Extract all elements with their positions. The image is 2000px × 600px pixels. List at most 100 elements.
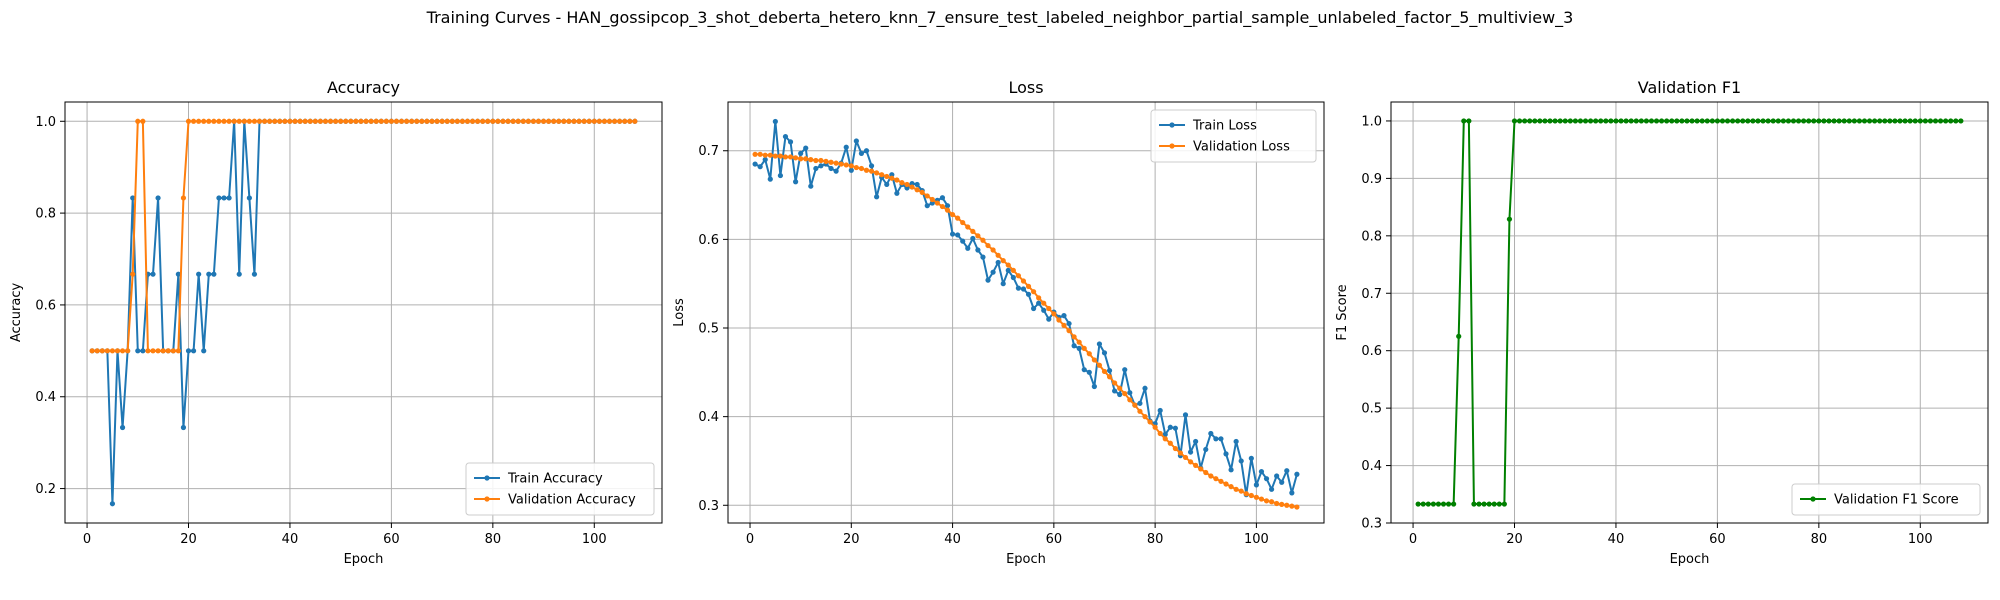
data-point <box>130 195 136 201</box>
data-point <box>155 195 161 201</box>
data-point <box>1030 289 1037 295</box>
data-point <box>853 138 859 144</box>
data-point <box>216 118 222 124</box>
data-point <box>833 160 839 166</box>
data-point <box>1953 118 1959 124</box>
legend: Validation F1 Score <box>1791 483 1981 516</box>
data-point <box>1826 118 1832 124</box>
x-axis-label: Epoch <box>344 552 384 567</box>
data-point <box>929 196 935 203</box>
x-tick-label: 100 <box>582 532 607 547</box>
data-point <box>1643 118 1649 124</box>
data-point <box>1516 118 1523 124</box>
data-point <box>231 118 237 124</box>
x-tick-label: 20 <box>180 532 197 547</box>
data-point <box>1243 491 1249 497</box>
y-axis-label: Accuracy <box>9 283 24 343</box>
legend-entry: Validation Loss <box>1193 140 1290 155</box>
data-point <box>246 195 252 201</box>
data-point <box>1010 274 1016 281</box>
data-point <box>1801 118 1807 124</box>
data-point <box>1061 313 1067 319</box>
data-point <box>1010 267 1016 273</box>
data-point <box>1122 390 1128 397</box>
series-markers <box>752 151 1300 510</box>
data-point <box>1258 496 1265 502</box>
data-point <box>970 228 976 235</box>
series-markers <box>89 118 638 507</box>
data-point <box>282 118 288 124</box>
data-point <box>1091 383 1097 390</box>
data-point <box>975 233 981 239</box>
data-point <box>1664 118 1670 124</box>
data-point <box>803 156 809 162</box>
data-point <box>1816 118 1822 124</box>
data-point <box>1679 118 1685 124</box>
data-point <box>287 118 293 124</box>
data-point <box>632 118 638 124</box>
data-point <box>165 348 171 354</box>
data-point <box>1015 285 1022 291</box>
y-tick-label: 0.3 <box>698 499 719 514</box>
data-point <box>424 118 430 124</box>
data-point <box>1542 118 1548 124</box>
data-point <box>1694 118 1700 124</box>
data-point <box>1182 412 1189 418</box>
data-point <box>1846 118 1852 124</box>
data-point <box>216 195 222 201</box>
data-point <box>1613 118 1619 124</box>
data-point <box>1491 501 1497 507</box>
data-point <box>1106 367 1113 374</box>
data-point <box>1167 440 1173 446</box>
data-point <box>1547 118 1553 124</box>
data-point <box>99 348 105 354</box>
x-tick-label: 100 <box>1244 532 1269 547</box>
data-point <box>1770 118 1776 124</box>
data-point <box>348 118 354 124</box>
data-point <box>1882 118 1888 124</box>
data-point <box>1902 118 1908 124</box>
data-point <box>556 118 562 124</box>
data-point <box>459 118 466 124</box>
data-point <box>1618 118 1624 124</box>
data-point <box>1157 430 1163 437</box>
data-point <box>1203 446 1209 453</box>
data-point <box>211 118 217 124</box>
data-point <box>995 252 1001 258</box>
data-point <box>1228 484 1234 490</box>
data-point <box>1760 118 1766 124</box>
data-point <box>221 195 227 201</box>
data-point <box>1755 118 1761 124</box>
data-point <box>256 118 263 124</box>
data-point <box>591 118 597 124</box>
data-point <box>1142 414 1148 420</box>
data-point <box>960 238 966 244</box>
data-point <box>823 158 829 164</box>
legend-entry: Validation F1 Score <box>1834 493 1959 508</box>
series-markers <box>89 118 638 354</box>
data-point <box>606 118 613 124</box>
data-point <box>1198 466 1204 472</box>
data-point <box>1917 118 1923 124</box>
x-tick-label: 20 <box>843 532 860 547</box>
data-point <box>944 203 951 209</box>
data-point <box>272 118 278 124</box>
data-point <box>793 155 799 161</box>
x-tick-label: 40 <box>944 532 961 547</box>
chart-title: Accuracy <box>327 78 400 97</box>
data-point <box>1117 391 1123 398</box>
data-point <box>292 118 298 124</box>
data-point <box>1279 479 1285 485</box>
data-point <box>586 118 592 124</box>
data-point <box>1274 473 1280 479</box>
data-point <box>924 203 930 209</box>
legend-entry: Train Loss <box>1192 119 1257 134</box>
data-point <box>752 161 758 167</box>
legend: Train Loss Validation Loss <box>1150 109 1317 163</box>
data-point <box>185 118 192 124</box>
data-point <box>140 348 146 354</box>
legend-swatch-marker <box>484 496 490 502</box>
data-point <box>818 157 824 164</box>
data-point <box>1577 118 1584 124</box>
